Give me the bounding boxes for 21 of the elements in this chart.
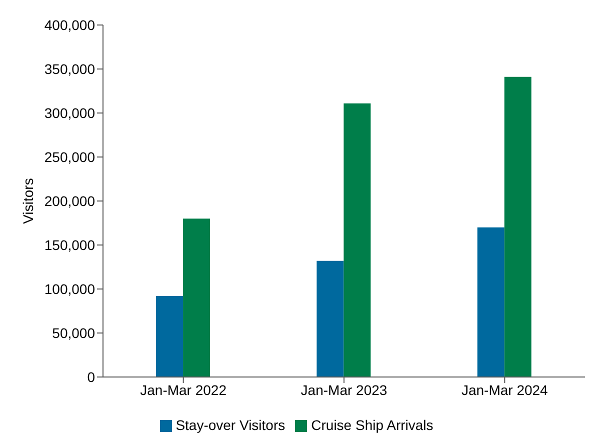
y-tick-label: 250,000 bbox=[44, 148, 96, 165]
bar bbox=[156, 296, 184, 377]
bar bbox=[344, 103, 371, 377]
y-tick-label: 200,000 bbox=[44, 192, 96, 209]
y-tick-label: 150,000 bbox=[44, 236, 96, 253]
bar bbox=[477, 227, 504, 377]
x-tick-label: Jan-Mar 2024 bbox=[461, 382, 548, 398]
y-tick-label: 300,000 bbox=[44, 104, 96, 121]
y-tick-label: 50,000 bbox=[52, 324, 96, 341]
bar bbox=[504, 76, 532, 377]
x-tick-label: Jan-Mar 2022 bbox=[140, 382, 227, 398]
legend-label: Cruise Ship Arrivals bbox=[311, 417, 434, 433]
bar bbox=[183, 218, 210, 377]
y-axis-title: Visitors bbox=[20, 178, 36, 224]
y-tick-label: 350,000 bbox=[44, 60, 96, 77]
y-tick-label: 0 bbox=[87, 368, 96, 385]
bar bbox=[316, 260, 344, 377]
y-tick-label: 400,000 bbox=[44, 16, 96, 33]
y-tick-label: 100,000 bbox=[44, 280, 96, 297]
x-tick-label: Jan-Mar 2023 bbox=[300, 382, 388, 398]
legend-label: Stay-over Visitors bbox=[176, 417, 286, 433]
